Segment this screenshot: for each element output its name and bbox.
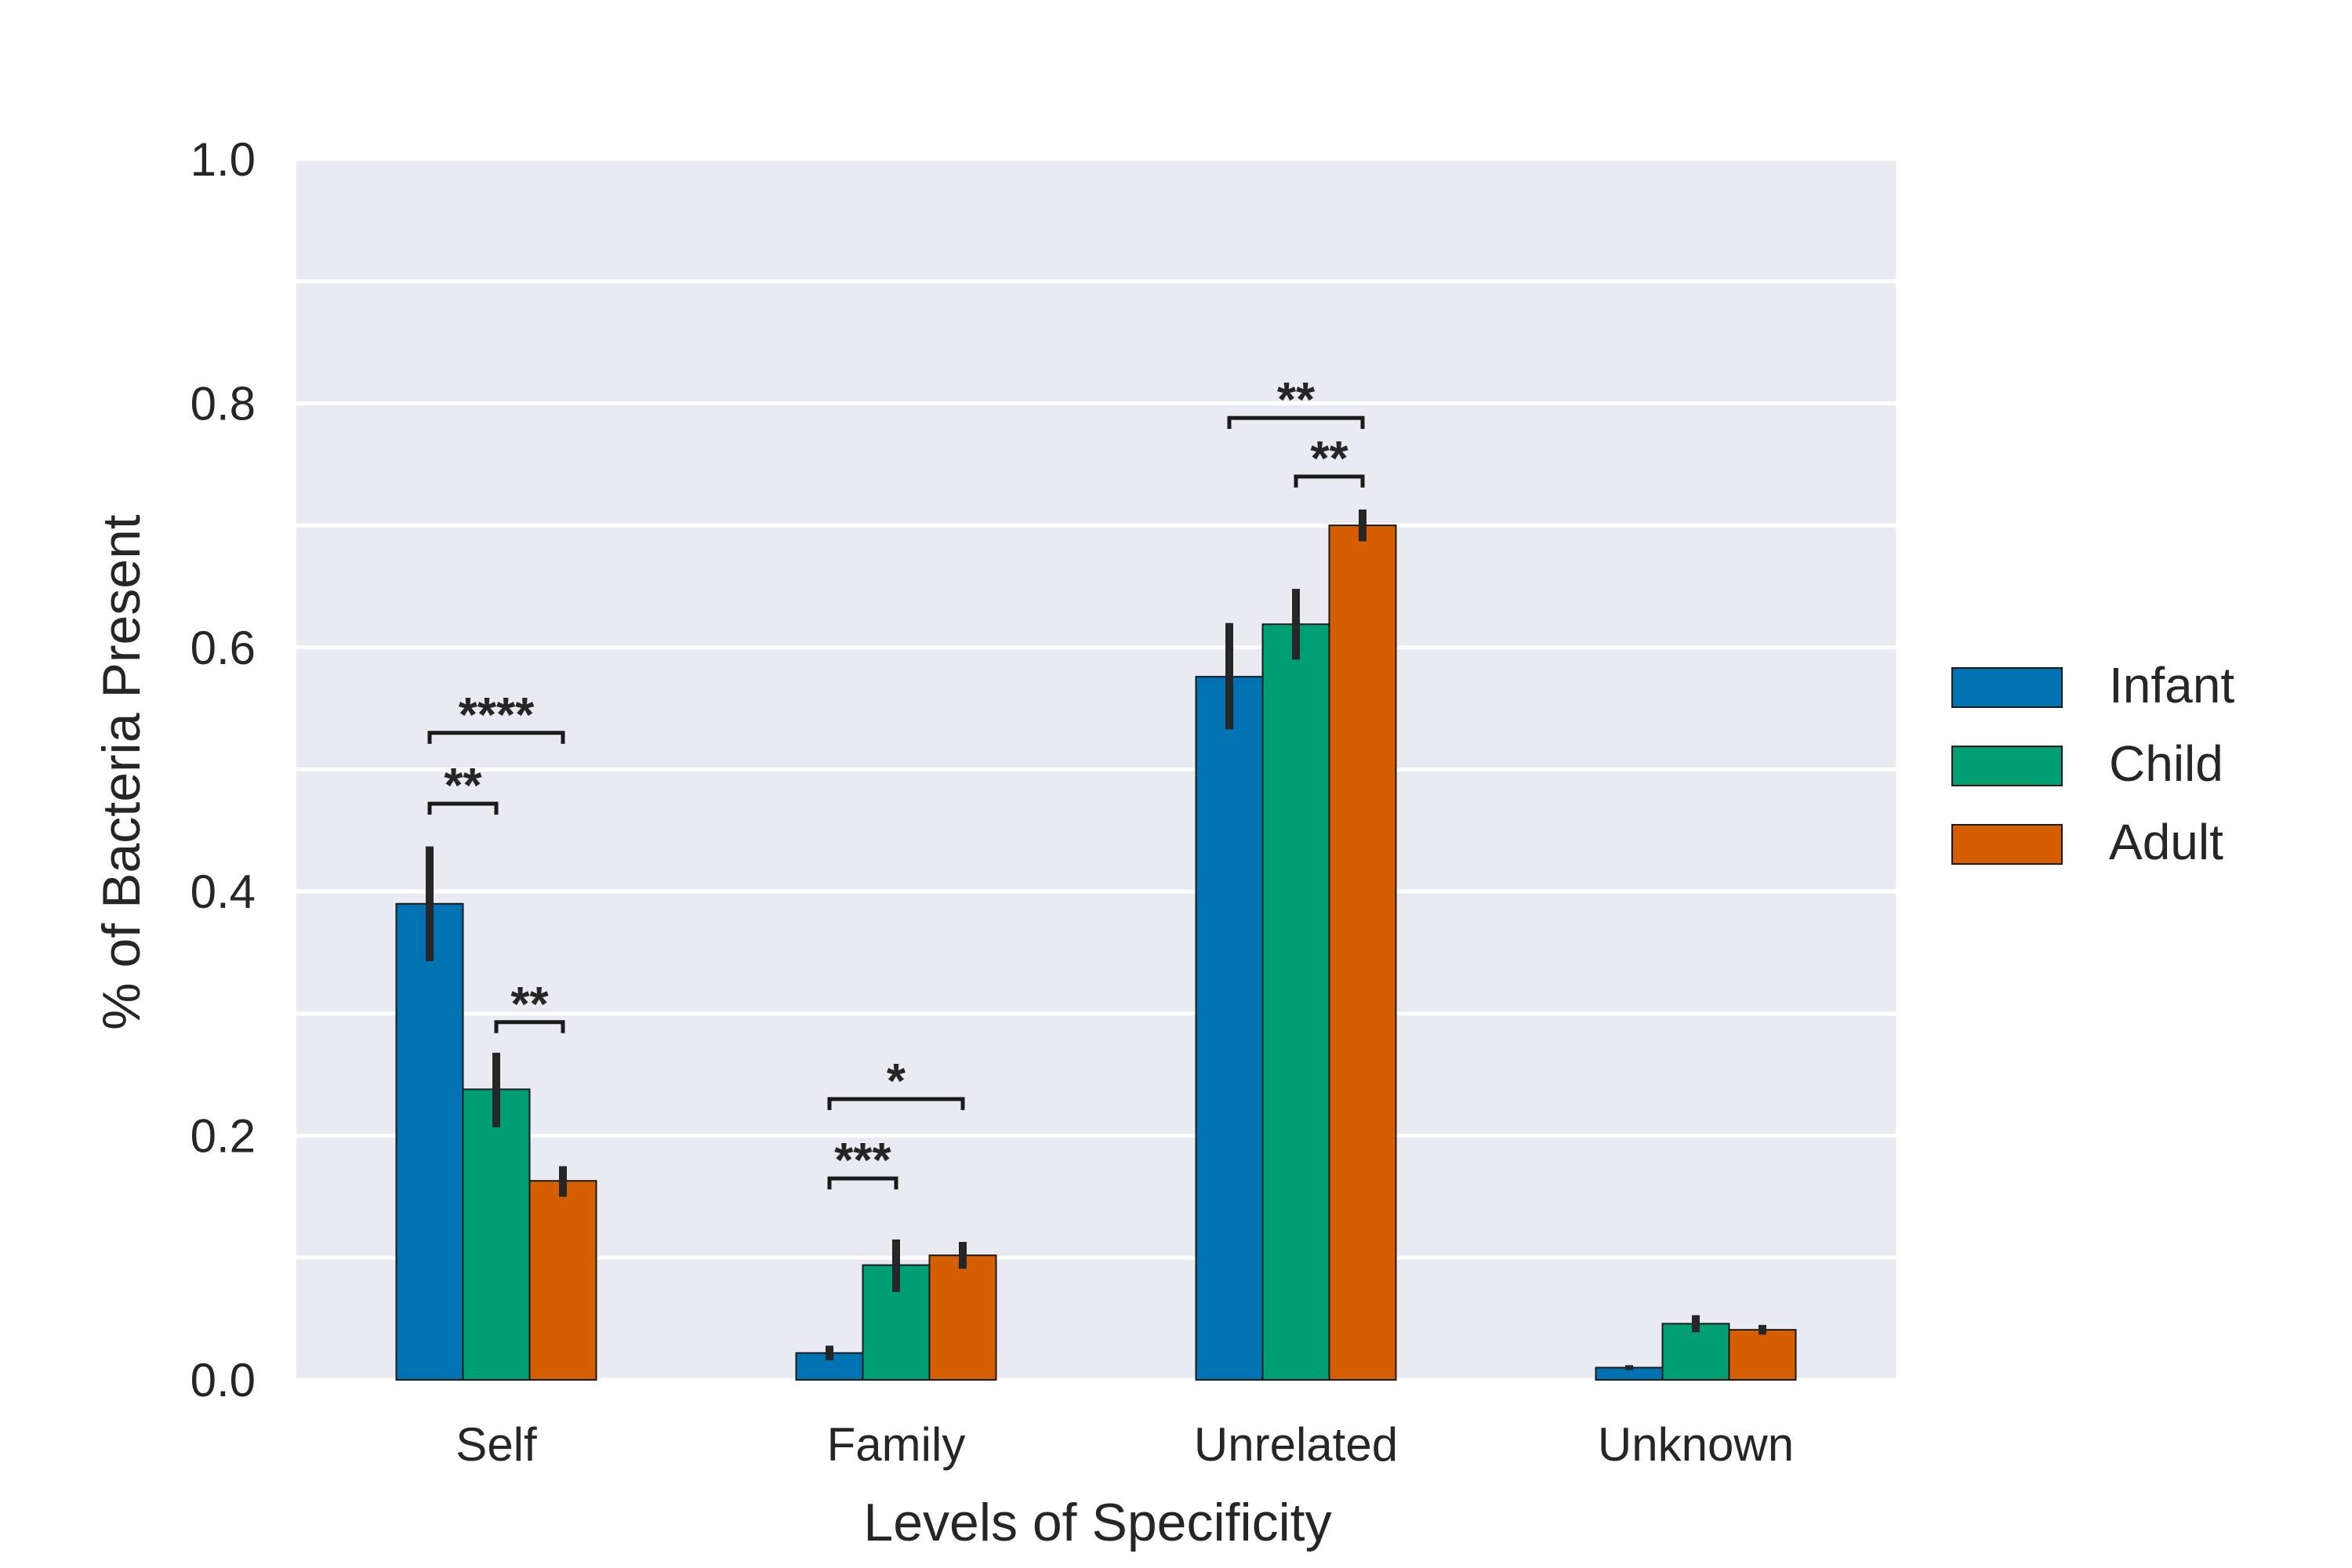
bar — [1195, 676, 1264, 1381]
legend-label: Adult — [2109, 814, 2223, 870]
significance-bracket — [494, 1020, 565, 1033]
significance-bracket — [1227, 416, 1365, 430]
bar — [1728, 1329, 1797, 1381]
gridlines — [296, 157, 1896, 1382]
x-axis-ticks: Self Family Unrelated Unknown — [456, 1418, 1794, 1471]
x-tick-label: Family — [827, 1418, 966, 1471]
significance-bracket — [427, 731, 565, 744]
legend-label: Infant — [2109, 657, 2234, 713]
significance-annotations: **************** — [427, 373, 1365, 1190]
y-tick-label: 0.0 — [191, 1354, 256, 1406]
y-tick-label: 0.2 — [191, 1110, 256, 1163]
x-tick-label: Self — [456, 1418, 537, 1471]
significance-label: * — [887, 1054, 906, 1109]
legend: Infant Child Adult — [1951, 657, 2234, 870]
y-tick-label: 0.4 — [191, 866, 256, 918]
bar — [928, 1254, 997, 1381]
bars — [395, 524, 1797, 1381]
y-tick-label: 0.8 — [191, 377, 256, 430]
significance-label: *** — [834, 1134, 891, 1188]
significance-label: ** — [444, 759, 482, 813]
significance-label: ** — [1310, 432, 1348, 486]
bar — [1328, 524, 1397, 1381]
y-axis-title: % of Bacteria Present — [92, 514, 151, 1030]
bar — [1261, 623, 1330, 1381]
y-axis-ticks: 0.0 0.2 0.4 0.6 0.8 1.0 — [191, 133, 256, 1406]
significance-label: ** — [510, 978, 549, 1032]
x-tick-label: Unknown — [1598, 1418, 1794, 1471]
significance-label: ** — [1277, 373, 1316, 427]
legend-swatch — [1951, 824, 2063, 865]
bar — [395, 902, 464, 1381]
significance-bracket — [1294, 474, 1365, 488]
significance-bracket — [827, 1097, 965, 1110]
significance-label: **** — [459, 688, 535, 742]
legend-label: Child — [2109, 735, 2223, 792]
significance-bracket — [827, 1176, 898, 1190]
bar — [528, 1180, 597, 1381]
x-tick-label: Unrelated — [1194, 1418, 1398, 1471]
significance-bracket — [427, 801, 499, 815]
x-axis-title: Levels of Specificity — [863, 1493, 1331, 1552]
legend-swatch — [1951, 746, 2063, 786]
y-tick-label: 1.0 — [191, 133, 256, 186]
error-bars — [426, 509, 1766, 1370]
y-tick-label: 0.6 — [191, 622, 256, 674]
legend-swatch — [1951, 667, 2063, 708]
bar — [462, 1088, 531, 1381]
